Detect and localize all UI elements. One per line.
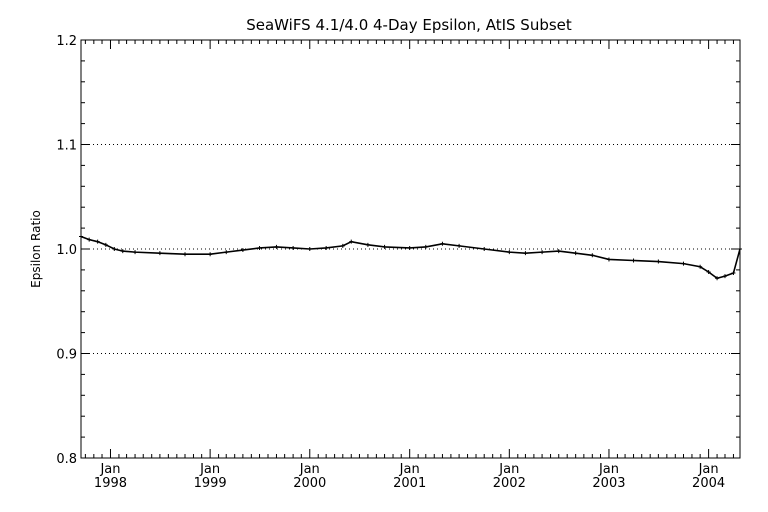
data-point	[656, 259, 661, 264]
y-axis-ticks: 0.8 0.9 1.0 1.1 1.2	[56, 34, 740, 467]
data-point	[631, 258, 636, 263]
y-tick-label: 1.2	[56, 34, 77, 49]
data-point	[365, 242, 370, 247]
data-point	[556, 249, 561, 254]
x-tick-label-month: Jan	[199, 462, 220, 477]
x-tick-label-year: 1999	[194, 476, 227, 491]
x-tick-label-year: 2002	[493, 476, 526, 491]
series-layer	[79, 234, 742, 281]
x-tick-label-month: Jan	[498, 462, 519, 477]
data-point	[103, 242, 108, 247]
data-point	[208, 252, 213, 257]
data-point	[291, 245, 296, 250]
data-point	[482, 247, 487, 251]
data-point	[340, 243, 345, 248]
data-point	[540, 250, 545, 255]
x-tick-label-month: Jan	[399, 462, 420, 477]
data-point	[407, 245, 412, 250]
data-point	[87, 237, 92, 242]
plot-frame	[80, 39, 741, 459]
data-point	[133, 250, 138, 255]
x-axis-ticks: Jan1998Jan1999Jan2000Jan2001Jan2002Jan20…	[84, 40, 734, 491]
data-point	[731, 271, 736, 276]
x-tick-label-year: 1998	[94, 476, 127, 491]
data-point	[183, 252, 188, 257]
series-line-0	[80, 235, 741, 280]
data-point	[440, 241, 445, 246]
data-point	[715, 276, 720, 281]
data-point	[423, 244, 428, 249]
data-point	[606, 257, 611, 262]
data-point	[382, 244, 387, 249]
x-tick-label-year: 2001	[393, 476, 426, 491]
data-point	[274, 244, 279, 249]
data-point	[157, 251, 162, 256]
data-point	[112, 247, 117, 251]
grid-lines	[81, 144, 740, 354]
data-point	[324, 245, 329, 250]
data-point	[722, 274, 727, 279]
data-point	[120, 249, 125, 254]
data-point	[590, 253, 595, 258]
data-point	[224, 250, 229, 255]
data-point	[95, 239, 100, 244]
data-point	[240, 248, 245, 253]
y-tick-label: 0.8	[56, 452, 77, 467]
y-axis-label: Epsilon Ratio	[29, 210, 43, 288]
x-tick-label-year: 2003	[592, 476, 625, 491]
data-point	[257, 245, 262, 250]
y-tick-label: 1.0	[56, 243, 77, 258]
data-point	[698, 264, 703, 269]
data-point	[507, 250, 512, 255]
data-point	[523, 251, 528, 256]
x-tick-label-year: 2004	[692, 476, 725, 491]
data-point	[573, 251, 578, 256]
chart-title: SeaWiFS 4.1/4.0 4-Day Epsilon, AtIS Subs…	[246, 16, 572, 34]
x-tick-label-month: Jan	[598, 462, 619, 477]
data-point	[706, 269, 711, 274]
data-point	[349, 239, 354, 244]
x-tick-label-month: Jan	[99, 462, 120, 477]
data-point	[457, 243, 462, 248]
y-tick-label: 0.9	[56, 348, 77, 363]
data-point	[681, 261, 686, 266]
x-tick-label-month: Jan	[698, 462, 719, 477]
y-tick-label: 1.1	[56, 139, 77, 154]
data-point	[307, 247, 312, 251]
x-tick-label-month: Jan	[299, 462, 320, 477]
x-tick-label-year: 2000	[293, 476, 326, 491]
